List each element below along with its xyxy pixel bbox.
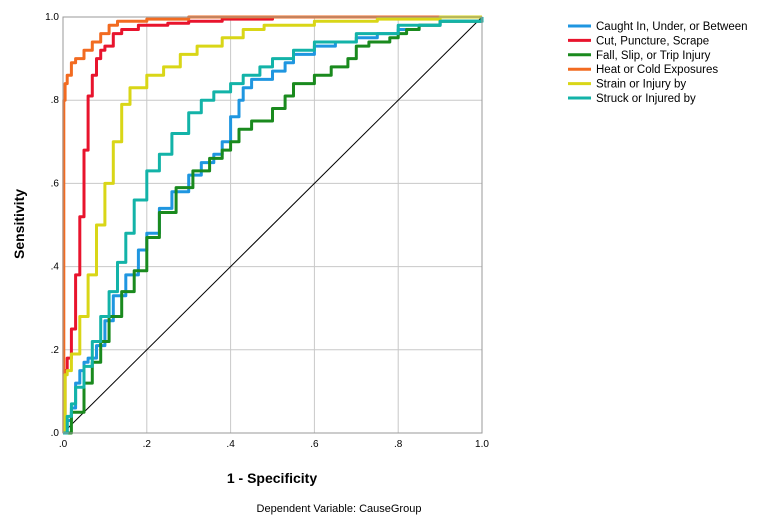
x-tick-label: .8: [394, 439, 403, 450]
y-tick-label: .0: [51, 428, 60, 439]
legend-label: Cut, Puncture, Scrape: [596, 35, 709, 47]
y-tick-label: .8: [51, 95, 60, 106]
x-tick-label: .0: [59, 439, 68, 450]
roc-curve-cut-puncture-scrape: [63, 15, 482, 435]
roc-curve-strain-or-injury-by: [63, 15, 482, 435]
legend-label: Struck or Injured by: [596, 93, 696, 105]
x-tick-label: .4: [226, 439, 235, 450]
y-tick-label: .6: [51, 178, 60, 189]
legend-label: Strain or Injury by: [596, 79, 686, 91]
roc-curve-heat-or-cold-exposures: [62, 15, 482, 435]
x-tick-label: .2: [143, 439, 152, 450]
x-tick-label: .6: [310, 439, 319, 450]
y-tick-label: .2: [51, 345, 60, 356]
x-tick-label: 1.0: [475, 439, 489, 450]
y-tick-label: 1.0: [45, 12, 59, 23]
x-axis-title: 1 - Specificity: [227, 470, 317, 486]
x-tick-labels: .0 .2 .4 .6 .8 1.0: [59, 439, 490, 450]
roc-curve-struck-or-injured-by: [63, 17, 484, 435]
legend-label: Fall, Slip, or Trip Injury: [596, 50, 711, 62]
reference-diagonal-line: [62, 16, 483, 434]
legend-label: Caught In, Under, or Between: [596, 21, 748, 33]
plot-frame: [62, 16, 483, 434]
y-axis-title: Sensitivity: [11, 189, 27, 259]
roc-curves: [62, 15, 484, 435]
legend: Caught In, Under, or Between Cut, Punctur…: [568, 21, 748, 105]
dependent-variable-footnote: Dependent Variable: CauseGroup: [257, 503, 422, 515]
y-tick-label: .4: [51, 262, 60, 273]
legend-label: Heat or Cold Exposures: [596, 64, 718, 76]
y-tick-labels: .0 .2 .4 .6 .8 1.0: [45, 12, 59, 439]
